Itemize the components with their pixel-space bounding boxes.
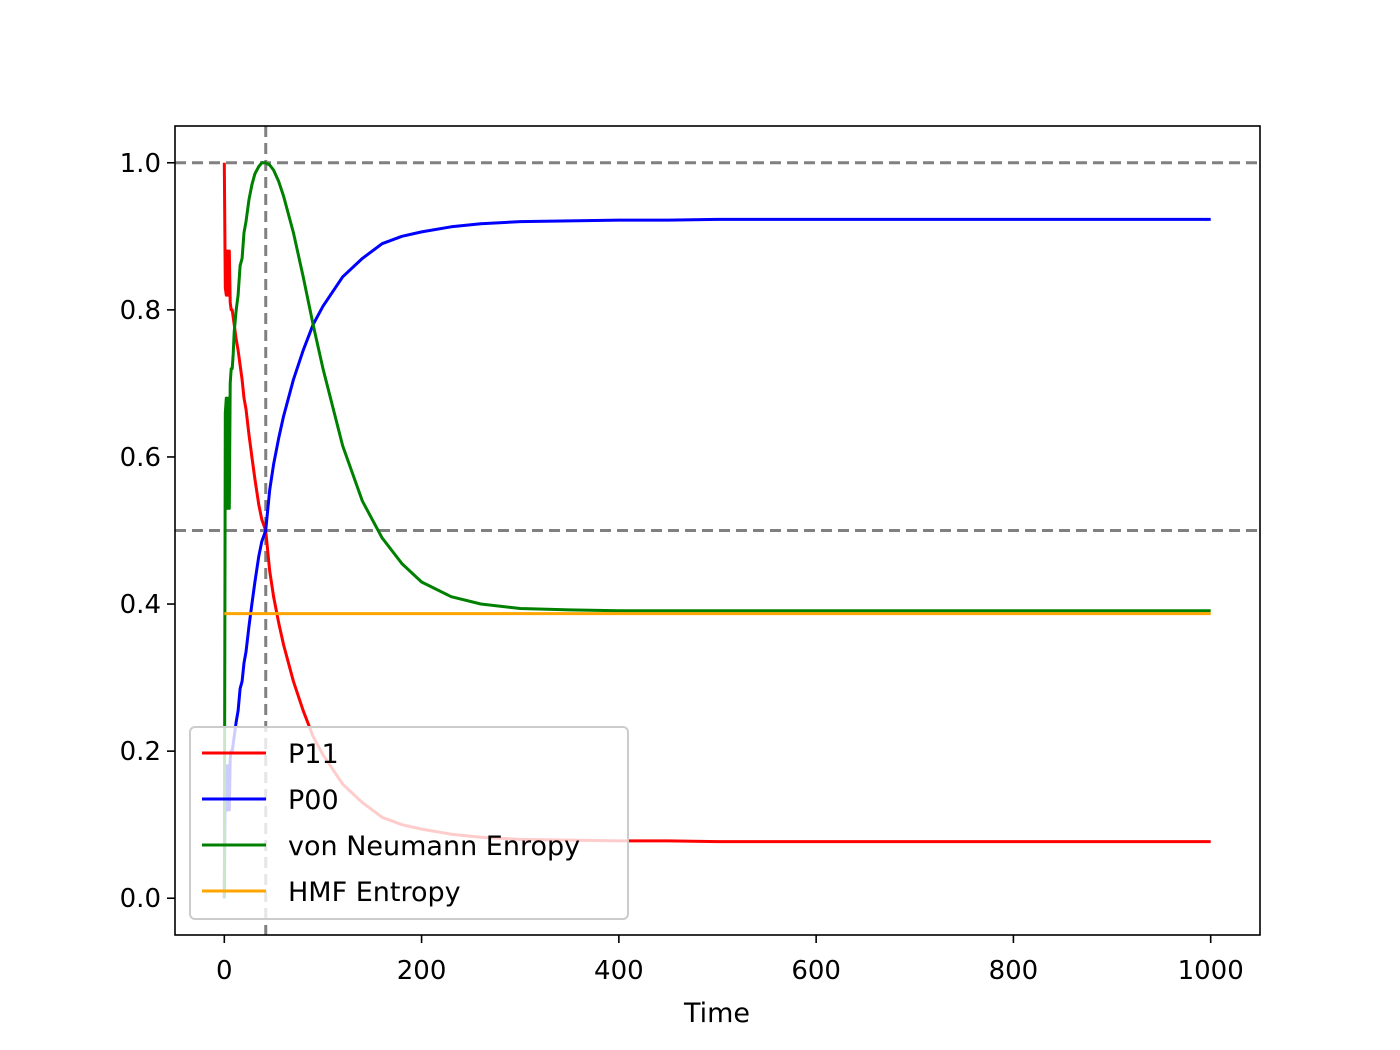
x-tick-label: 1000 [1178,956,1244,986]
reference-lines [175,126,1260,935]
legend-box [189,726,629,920]
plot-frame [174,125,1261,936]
y-axis-ticks: 0.0 0.2 0.4 0.6 0.8 1.0 [120,149,175,914]
y-tick-label: 0.6 [120,443,161,473]
y-tick-label: 0.4 [120,590,161,620]
series-line-2 [222,161,1211,899]
x-tick-label: 400 [594,956,644,986]
x-axis-ticks: 0 200 400 600 800 1000 [216,935,1244,986]
legend: P11 P00 von Neumann Enropy HMF Entropy [189,726,629,920]
x-tick-label: 200 [397,956,447,986]
y-tick-label: 1.0 [120,149,161,179]
y-tick-label: 0.8 [120,296,161,326]
x-tick-label: 0 [216,956,233,986]
x-tick-label: 800 [989,956,1039,986]
legend-label: P00 [288,785,339,816]
legend-label: P11 [288,739,339,770]
x-tick-label: 600 [791,956,841,986]
legend-label: von Neumann Enropy [288,831,580,862]
y-tick-label: 0.2 [120,737,161,767]
legend-label: HMF Entropy [288,877,461,908]
x-axis-label: Time [683,998,750,1029]
y-tick-label: 0.0 [120,884,161,914]
